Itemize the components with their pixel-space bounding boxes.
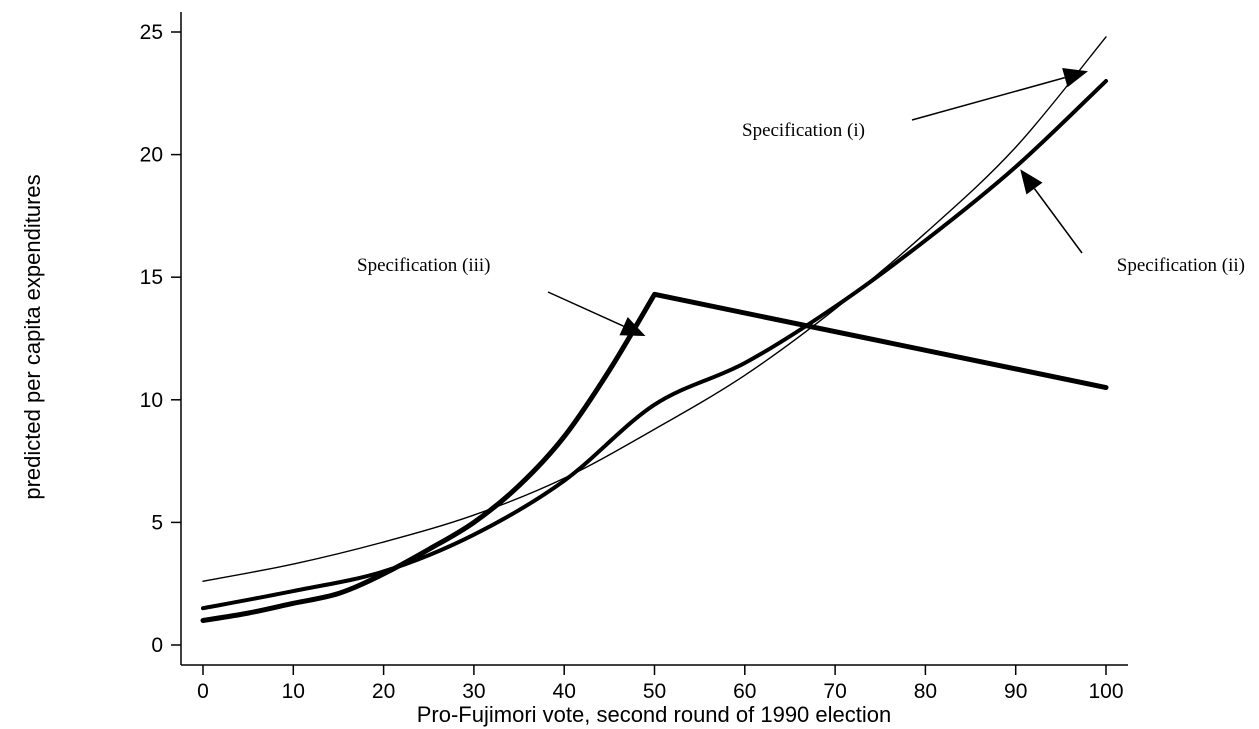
series-line-2	[201, 79, 1108, 611]
x-tick-label: 80	[914, 680, 937, 703]
y-ticks: 0 5 10 15 20 25	[140, 21, 181, 657]
annotation-label: Specification (ii)	[1117, 255, 1245, 276]
x-tick-label: 40	[553, 680, 576, 703]
x-tick-label: 50	[643, 680, 666, 703]
x-tick-label: 10	[282, 680, 305, 703]
x-tick-label: 30	[462, 680, 485, 703]
annotation-label: Specification (iii)	[357, 255, 490, 276]
x-tick-label: 20	[372, 680, 395, 703]
annotation-arrow-shaft	[911, 76, 1066, 121]
x-axis-title: Pro-Fujimori vote, second round of 1990 …	[417, 702, 891, 727]
annotation-arrow-shaft	[1033, 188, 1083, 254]
x-tick-label: 60	[733, 680, 756, 703]
y-axis-title: predicted per capita expenditures	[20, 174, 45, 499]
x-tick-label: 0	[197, 680, 209, 703]
series-line-1	[202, 36, 1107, 582]
x-tick-label: 100	[1088, 680, 1123, 703]
x-tick-label: 70	[823, 680, 846, 703]
y-tick-label: 15	[140, 266, 163, 289]
y-tick-label: 0	[151, 634, 163, 657]
annotation-arrow-head	[619, 317, 646, 337]
annotations: Specification (i) Specification (ii) Speci…	[357, 68, 1245, 337]
axes	[180, 12, 1128, 666]
series-line-3	[200, 291, 1109, 623]
x-ticks: 0 10 20 30 40 50 60 70 80 90 100	[197, 665, 1124, 703]
y-tick-label: 5	[151, 511, 163, 534]
annotation-arrow-head	[1020, 169, 1043, 195]
annotation-arrow-head	[1062, 68, 1088, 88]
y-tick-label: 25	[140, 21, 163, 44]
x-tick-label: 90	[1004, 680, 1027, 703]
y-tick-label: 10	[140, 389, 163, 412]
y-tick-label: 20	[140, 144, 163, 167]
annotation-arrow-shaft	[547, 291, 624, 327]
series-group	[200, 36, 1109, 623]
annotation-label: Specification (i)	[742, 120, 865, 141]
